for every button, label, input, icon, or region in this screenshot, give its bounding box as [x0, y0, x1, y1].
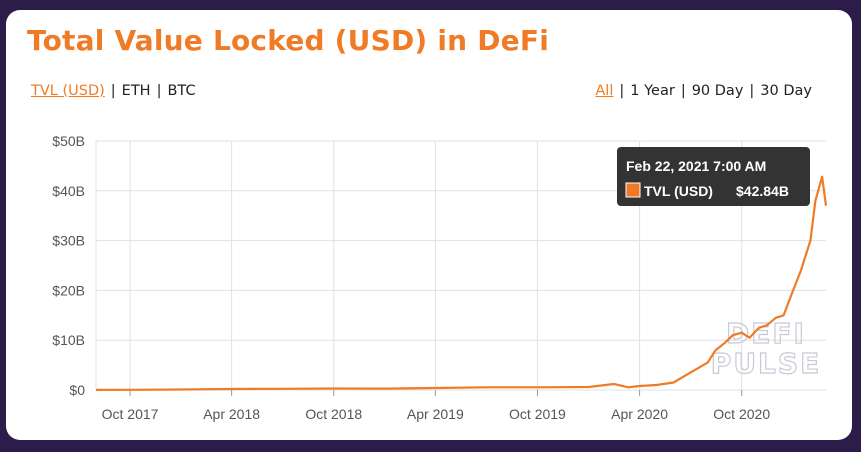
- range-tabs: All | 1 Year | 90 Day | 30 Day: [595, 83, 812, 99]
- x-tick-label: Oct 2020: [713, 406, 770, 422]
- grid-lines: [95, 140, 826, 396]
- watermark-line-2: PULSE: [711, 347, 821, 380]
- tooltip-date: Feb 22, 2021 7:00 AM: [626, 158, 766, 174]
- x-tick-label: Apr 2020: [611, 406, 668, 422]
- y-tick-label: $40B: [52, 183, 85, 199]
- series-line-tvl-usd[interactable]: [95, 175, 828, 391]
- page-title: Total Value Locked (USD) in DeFi: [27, 24, 549, 57]
- y-tick-label: $0: [69, 382, 85, 398]
- tab-separator: |: [619, 83, 625, 99]
- axis-labels: $0 $10B $20B $30B $40B $50B Oct 2017 Apr 2018 Oc…: [52, 133, 770, 422]
- tab-separator: |: [680, 83, 686, 99]
- tooltip-box: [617, 147, 810, 206]
- x-tick-label: Oct 2019: [509, 406, 566, 422]
- tab-range-all[interactable]: All: [595, 83, 614, 99]
- tab-tvl-usd[interactable]: TVL (USD): [31, 83, 105, 99]
- tab-separator: |: [110, 83, 116, 99]
- tooltip-value: $42.84B: [736, 183, 789, 199]
- series-layer: [95, 175, 828, 391]
- tooltip-series-name: TVL (USD): [644, 183, 713, 199]
- metric-tabs: TVL (USD) | ETH | BTC: [31, 83, 196, 99]
- x-tick-label: Apr 2019: [407, 406, 464, 422]
- y-tick-label: $20B: [52, 282, 85, 298]
- x-tick-label: Oct 2017: [102, 406, 159, 422]
- tooltip-series-swatch: [625, 182, 641, 198]
- tooltip: Feb 22, 2021 7:00 AM TVL (USD) $42.84B: [617, 147, 810, 206]
- x-tick-label: Oct 2018: [305, 406, 362, 422]
- tab-btc[interactable]: BTC: [167, 83, 196, 99]
- y-tick-label: $10B: [52, 332, 85, 348]
- x-tick-label: Apr 2018: [203, 406, 260, 422]
- tab-eth[interactable]: ETH: [121, 83, 151, 99]
- tab-range-90-day[interactable]: 90 Day: [691, 83, 744, 99]
- chart-card: [6, 10, 852, 440]
- defi-pulse-watermark: DEFI PULSE: [710, 316, 821, 380]
- tab-range-30-day[interactable]: 30 Day: [760, 83, 812, 99]
- y-tick-label: $30B: [52, 233, 85, 249]
- tab-range-1-year[interactable]: 1 Year: [630, 83, 675, 99]
- tab-separator: |: [749, 83, 755, 99]
- tab-separator: |: [156, 83, 162, 99]
- y-tick-label: $50B: [52, 133, 85, 149]
